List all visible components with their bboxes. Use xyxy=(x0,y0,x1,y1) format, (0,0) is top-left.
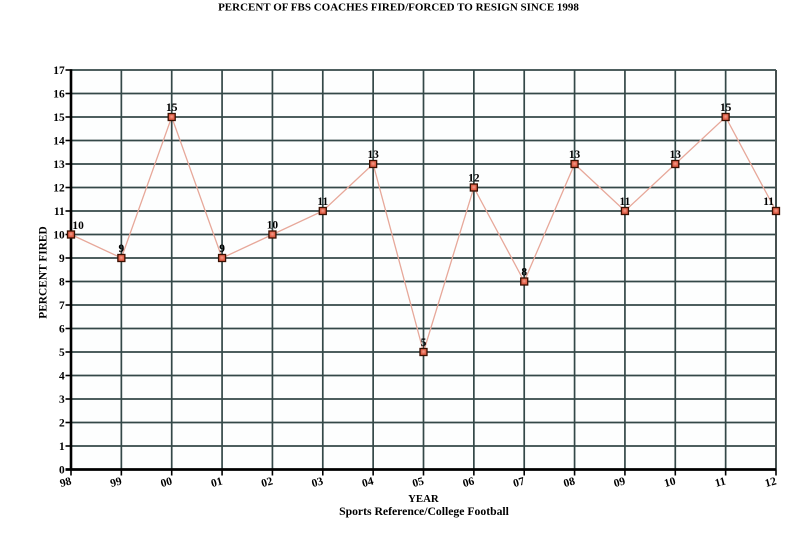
svg-text:10: 10 xyxy=(53,229,65,241)
svg-text:11: 11 xyxy=(317,196,328,208)
svg-text:9: 9 xyxy=(59,253,65,265)
svg-text:2: 2 xyxy=(59,417,65,429)
svg-text:5: 5 xyxy=(421,337,427,349)
svg-text:08: 08 xyxy=(562,475,576,490)
svg-text:99: 99 xyxy=(109,475,123,490)
svg-text:4: 4 xyxy=(59,370,65,382)
svg-text:09: 09 xyxy=(613,475,627,490)
svg-text:10: 10 xyxy=(663,475,677,490)
svg-text:12: 12 xyxy=(468,173,480,185)
svg-text:10: 10 xyxy=(72,220,84,232)
svg-text:13: 13 xyxy=(367,149,379,161)
svg-text:01: 01 xyxy=(210,475,224,490)
svg-text:05: 05 xyxy=(411,475,425,490)
svg-text:11: 11 xyxy=(714,475,728,489)
svg-text:12: 12 xyxy=(764,475,778,490)
svg-text:16: 16 xyxy=(53,88,65,100)
svg-text:03: 03 xyxy=(310,475,324,490)
svg-text:11: 11 xyxy=(763,196,774,208)
svg-text:9: 9 xyxy=(219,243,225,255)
svg-text:02: 02 xyxy=(260,475,274,490)
svg-text:1: 1 xyxy=(59,441,65,453)
svg-text:7: 7 xyxy=(59,300,65,312)
svg-text:8: 8 xyxy=(59,276,65,288)
svg-text:07: 07 xyxy=(512,475,526,490)
svg-text:15: 15 xyxy=(53,112,65,124)
svg-text:PERCENT OF FBS COACHES FIRED/F: PERCENT OF FBS COACHES FIRED/FORCED TO R… xyxy=(218,2,579,14)
svg-text:13: 13 xyxy=(569,149,581,161)
svg-text:11: 11 xyxy=(620,196,631,208)
svg-text:00: 00 xyxy=(159,475,173,490)
svg-text:10: 10 xyxy=(267,220,279,232)
svg-text:15: 15 xyxy=(166,102,178,114)
svg-text:14: 14 xyxy=(53,135,65,147)
svg-text:06: 06 xyxy=(462,475,476,490)
svg-text:3: 3 xyxy=(59,394,65,406)
svg-text:9: 9 xyxy=(119,243,125,255)
svg-text:8: 8 xyxy=(521,267,527,279)
svg-text:YEAR: YEAR xyxy=(408,493,439,505)
svg-text:98: 98 xyxy=(59,475,73,490)
svg-text:11: 11 xyxy=(54,206,65,218)
svg-text:Sports Reference/College Footb: Sports Reference/College Football xyxy=(339,505,510,518)
svg-text:13: 13 xyxy=(53,159,65,171)
svg-text:12: 12 xyxy=(53,182,65,194)
svg-text:15: 15 xyxy=(720,102,732,114)
svg-text:04: 04 xyxy=(361,475,375,490)
svg-text:6: 6 xyxy=(59,323,65,335)
svg-text:5: 5 xyxy=(59,347,65,359)
svg-text:17: 17 xyxy=(53,65,65,77)
svg-text:0: 0 xyxy=(59,464,65,476)
svg-text:13: 13 xyxy=(670,149,682,161)
svg-text:PERCENT FIRED: PERCENT FIRED xyxy=(37,226,49,319)
